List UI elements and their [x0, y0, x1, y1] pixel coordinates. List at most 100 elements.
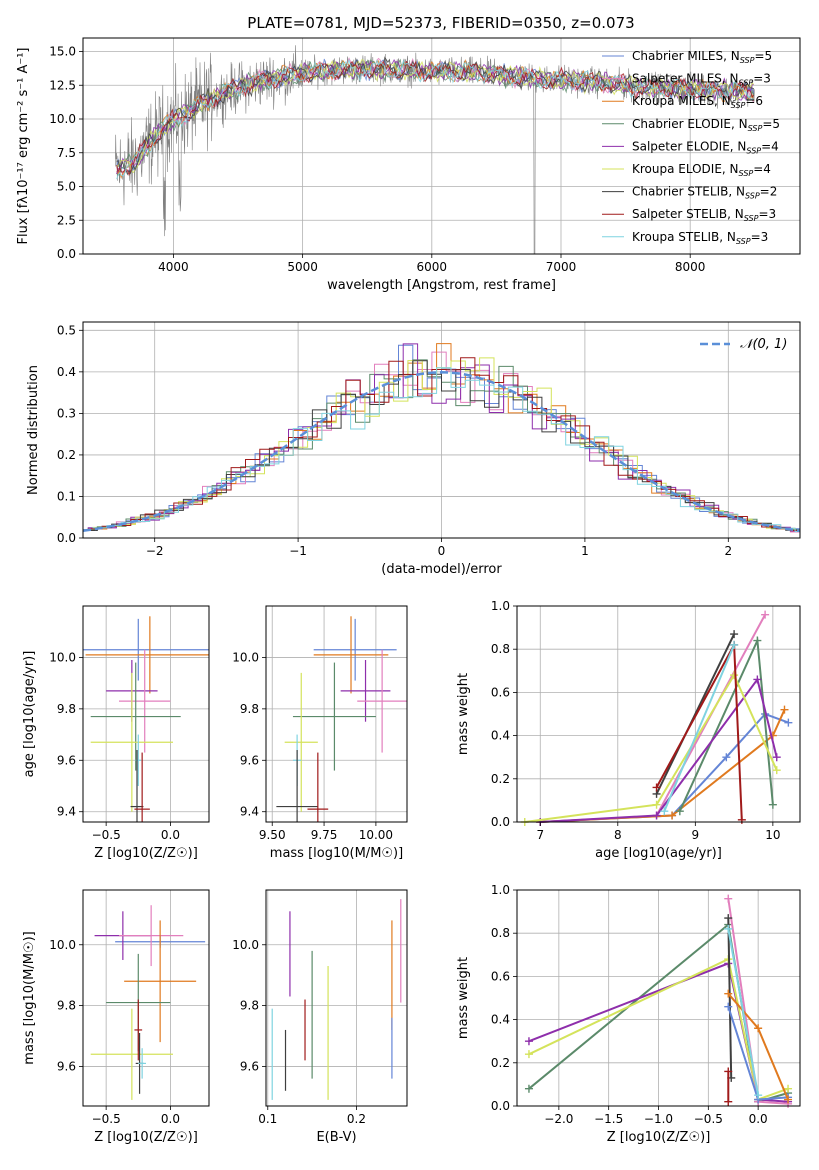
legend-normal-label: 𝒩(0, 1) [740, 337, 787, 352]
mass-weight-marker [652, 811, 661, 820]
axes-frame-spectrum [82, 37, 801, 255]
y-tick-label: 0.2 [491, 772, 510, 786]
legend-entry-name: Salpeter STELIB, N [632, 207, 744, 221]
mass-weight-marker [730, 640, 739, 649]
errorbar-point [130, 750, 144, 822]
legend-entry: Salpeter ELODIE, NSSP=4 [632, 139, 779, 155]
y-tick-label: 0.3 [57, 406, 76, 420]
axes-frame-residuals [82, 321, 801, 539]
x-tick-label: 9.75 [311, 828, 338, 842]
y-tick-label: 0.0 [57, 247, 76, 261]
mass-weight-marker [652, 783, 661, 792]
errorbar-point [313, 616, 389, 694]
legend-entry-sub: SSP [746, 146, 761, 155]
mass-weight-marker [784, 1084, 793, 1093]
x-tick-label: 10.00 [359, 828, 393, 842]
mass-weight-marker [724, 1067, 733, 1076]
y-tick-label: 9.6 [57, 1059, 76, 1073]
x-tick-label: 8000 [675, 260, 706, 274]
y-tick-label: 0.2 [491, 1056, 510, 1070]
residual-histogram [92, 357, 800, 531]
y-tick-label: 10.0 [49, 112, 76, 126]
x-tick-label: 9 [692, 828, 700, 842]
x-axis-label: wavelength [Angstrom, rest frame] [327, 278, 556, 293]
x-tick-label: 7 [536, 828, 544, 842]
y-tick-label: 0.6 [491, 685, 510, 699]
legend-entry-count: =3 [753, 72, 771, 86]
axes-frame-age_weight [516, 605, 801, 823]
x-axis-label: Z [log10(Z/Z☉)] [94, 1130, 198, 1145]
figure-title: PLATE=0781, MJD=52373, FIBERID=0350, z=0… [247, 14, 634, 32]
mass-weight-marker [737, 815, 746, 824]
y-tick-label: 0.1 [57, 489, 76, 503]
mass-weight-marker [524, 1037, 533, 1046]
legend-entry-sub: SSP [739, 79, 754, 88]
errorbar-point [307, 752, 329, 822]
x-tick-label: −0.5 [92, 1112, 121, 1126]
y-tick-label: 0.4 [491, 1013, 510, 1027]
x-tick-label: −1.0 [644, 1112, 673, 1126]
legend-entry-name: Salpeter ELODIE, N [632, 139, 746, 153]
legend-entry-sub: SSP [745, 192, 760, 201]
mass-weight-marker [724, 989, 733, 998]
mass-weight-line [524, 672, 778, 823]
x-tick-label: −0.5 [92, 828, 121, 842]
residual-histogram [87, 357, 800, 532]
x-tick-label: 0.0 [161, 1112, 180, 1126]
x-axis-label: E(B-V) [316, 1130, 356, 1145]
y-tick-label: 0.8 [491, 926, 510, 940]
y-tick-label: 0.6 [491, 969, 510, 983]
legend-entry: Chabrier ELODIE, NSSP=5 [632, 117, 780, 133]
mass-weight-line [528, 957, 789, 1101]
legend-entry-name: Chabrier ELODIE, N [632, 117, 748, 131]
y-tick-label: 9.6 [57, 753, 76, 767]
mass-weight-marker [668, 811, 677, 820]
mass-weight-marker [730, 671, 739, 680]
residual-histogram [92, 367, 800, 532]
mass-weight-marker [768, 800, 777, 809]
y-tick-label: 10.0 [232, 938, 259, 952]
mass-weight-marker [524, 1050, 533, 1059]
legend-entry: Chabrier STELIB, NSSP=2 [632, 185, 777, 201]
mass-weight-marker [652, 800, 661, 809]
axes-frame-z_age [82, 605, 210, 823]
legend-entry-count: =3 [758, 207, 776, 221]
y-tick-label: 12.5 [49, 78, 76, 92]
x-tick-label: 10 [765, 828, 780, 842]
x-tick-label: 9.50 [259, 828, 286, 842]
y-tick-label: 0.5 [57, 323, 76, 337]
x-tick-label: −2 [146, 544, 164, 558]
errorbar-point [134, 999, 143, 1061]
axes-frame-z_weight [516, 889, 801, 1107]
y-axis-label: age [log10(age/yr)] [22, 651, 37, 778]
legend-entry-name: Kroupa ELODIE, N [632, 162, 739, 176]
y-axis-label: Normed distribution [26, 365, 41, 495]
errorbar-point [313, 618, 397, 681]
legend-entry-count: =2 [760, 185, 778, 199]
legend-entry-sub: SSP [736, 237, 751, 246]
x-tick-label: 5000 [287, 260, 318, 274]
mass-weight-marker [724, 924, 733, 933]
errorbar-point [276, 750, 318, 822]
mass-weight-marker [780, 705, 789, 714]
mass-weight-marker [772, 766, 781, 775]
errorbar-point [124, 920, 197, 1043]
y-tick-label: 9.8 [57, 999, 76, 1013]
errorbar-point [90, 662, 181, 771]
legend-entry-count: =3 [751, 230, 769, 244]
x-tick-label: 0 [438, 544, 446, 558]
model-spectrum-line [116, 58, 755, 173]
y-tick-label: 10.0 [49, 938, 76, 952]
x-tick-label: −1.5 [594, 1112, 623, 1126]
y-tick-label: 9.6 [240, 1059, 259, 1073]
y-tick-label: 0.0 [491, 1099, 510, 1113]
legend-entry-count: =5 [754, 49, 772, 63]
axes-frame-mass_age [265, 605, 408, 823]
errorbar-point [90, 1008, 173, 1100]
x-tick-label: 6000 [417, 260, 448, 274]
legend-entry: Kroupa ELODIE, NSSP=4 [632, 162, 771, 178]
residual-histogram [87, 351, 800, 533]
y-tick-label: 0.0 [491, 815, 510, 829]
y-tick-label: 10.0 [49, 650, 76, 664]
x-tick-label: 2 [724, 544, 732, 558]
